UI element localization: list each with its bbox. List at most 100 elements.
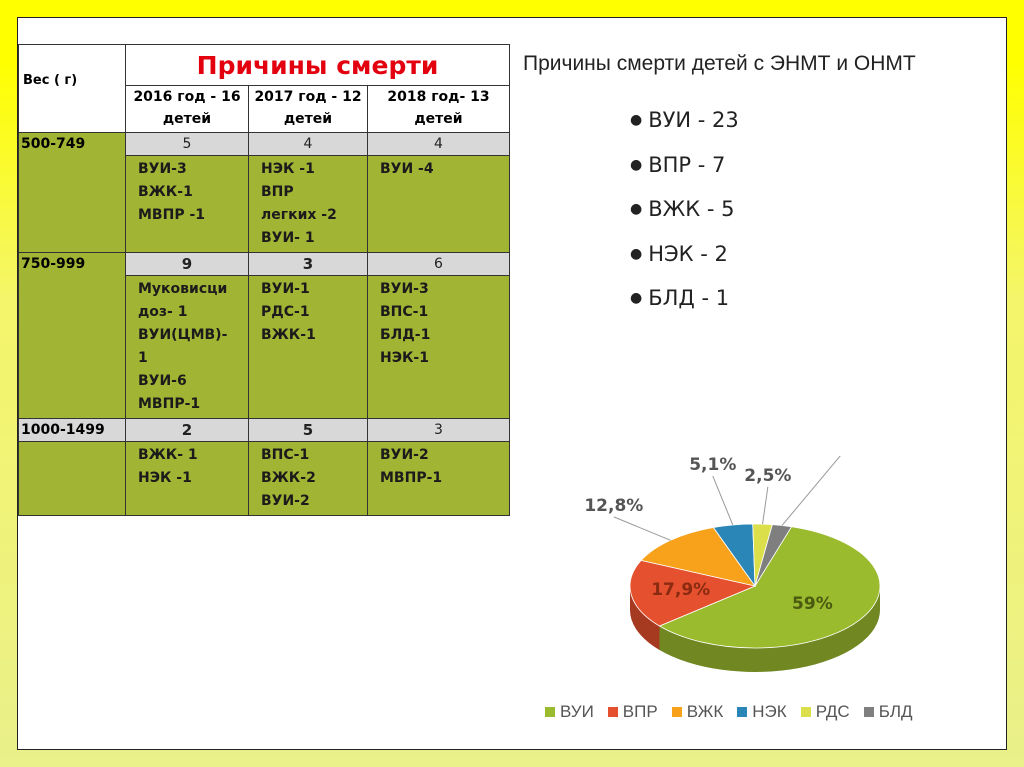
causes-cell: ВУИ -4 (367, 155, 510, 253)
list-item-text: ВЖК - 5 (648, 197, 735, 221)
cause-line: БЛД-1 (380, 327, 431, 343)
cause-line: Муковисци (138, 281, 228, 297)
cause-line: МВПР-1 (138, 396, 201, 412)
pie-chart: 59%17,9%12,8%5,1%2,5%2,5% ВУИВПРВЖКНЭКРД… (515, 456, 999, 744)
cause-line: ВУИ- 1 (261, 230, 315, 246)
legend-item: РДС (800, 702, 850, 722)
cause-line: ВПС-1 (261, 447, 310, 463)
causes-cell: ВЖК- 1 НЭК -1 (125, 441, 249, 516)
pie-slice-ВЖК (640, 527, 756, 587)
list-item-text: НЭК - 2 (648, 241, 728, 266)
data-label-ВЖК: 12,8% (584, 496, 643, 516)
count-cell: 5 (125, 132, 249, 156)
cause-line: МВПР -1 (138, 207, 206, 223)
cause-line: ВУИ(ЦМВ)- (138, 327, 228, 343)
cause-line: НЭК-1 (380, 350, 429, 366)
cause-line: ВЖК-1 (261, 327, 316, 343)
list-item: ● ВУИ - 23 (630, 98, 739, 143)
weight-header: Вес ( г) (18, 44, 126, 133)
cause-line: ВУИ-3 (380, 281, 429, 297)
legend-swatch (607, 707, 618, 717)
year-header-2017: 2017 год - 12 детей (248, 85, 368, 133)
data-label-ВУИ: 59% (792, 594, 833, 614)
slide: Вес ( г) Причины смерти 2016 год - 16 де… (17, 17, 1007, 750)
legend-label: БЛД (878, 702, 913, 721)
causes-cell: Муковисци доз- 1 ВУИ(ЦМВ)- 1 ВУИ-6 МВПР-… (125, 275, 249, 419)
cause-line: ВУИ-6 (138, 373, 187, 389)
list-item-text: ВПР - 7 (648, 152, 726, 177)
count-cell: 6 (367, 252, 510, 276)
bullet-icon: ● (630, 112, 643, 128)
causes-cell: ВУИ-3 ВЖК-1 МВПР -1 (125, 155, 249, 253)
legend-label: ВУИ (560, 702, 594, 721)
count-cell: 4 (367, 132, 510, 156)
legend-item: БЛД (863, 702, 913, 722)
cause-line: ВПС-1 (380, 304, 429, 320)
count-cell: 3 (367, 418, 510, 442)
legend-label: ВЖК (686, 702, 724, 721)
list-item: ● БЛД - 1 (630, 276, 739, 321)
causes-cell: ВУИ-3 ВПС-1 БЛД-1 НЭК-1 (367, 275, 510, 419)
cause-line: ВУИ -4 (380, 161, 434, 177)
list-item: ● ВЖК - 5 (630, 187, 739, 232)
legend-swatch (545, 707, 555, 717)
causes-table: Вес ( г) Причины смерти 2016 год - 16 де… (18, 44, 510, 516)
leader-line-БЛД (781, 456, 841, 526)
cause-line: легких -2 (261, 207, 337, 223)
count-cell: 5 (248, 418, 368, 442)
data-label-ВПР: 17,9% (651, 580, 710, 600)
causes-cell: ВУИ-2 МВПР-1 (367, 441, 510, 516)
bullet-icon: ● (630, 201, 643, 217)
cause-line: НЭК -1 (261, 161, 315, 177)
cause-line: НЭК -1 (138, 470, 192, 486)
legend-label: НЭК (752, 702, 787, 721)
legend-item: ВПР (607, 702, 658, 722)
causes-cell: НЭК -1 ВПР легких -2 ВУИ- 1 (248, 155, 368, 253)
cause-line: ВПР (261, 184, 294, 200)
count-cell: 2 (125, 418, 249, 442)
weight-group-label: 1000-1499 (18, 418, 126, 442)
count-cell: 3 (248, 252, 368, 276)
cause-line: МВПР-1 (380, 470, 443, 486)
list-item: ● НЭК - 2 (630, 232, 739, 277)
weight-group-label: 500-749 (18, 132, 126, 253)
cause-line: 1 (138, 350, 148, 366)
cause-line: ВУИ-3 (138, 161, 187, 177)
cause-line: ВУИ-2 (380, 447, 429, 463)
pie-slice-БЛД (754, 524, 793, 587)
year-header-2018: 2018 год- 13 детей (367, 85, 510, 133)
empty-weight-cell (18, 441, 126, 516)
legend-swatch (737, 707, 748, 717)
pie-chart-svg: 59%17,9%12,8%5,1%2,5%2,5% (584, 456, 881, 672)
leader-line-ВЖК (613, 516, 671, 541)
legend-item: НЭК (737, 702, 787, 722)
list-item-text: ВУИ - 23 (648, 108, 739, 132)
causes-cell: ВУИ-1 РДС-1 ВЖК-1 (248, 275, 368, 419)
summary-title: Причины смерти детей с ЭНМТ и ОНМТ (523, 52, 916, 75)
weight-group-label: 750-999 (18, 252, 126, 419)
legend-label: РДС (815, 702, 850, 721)
legend-swatch (671, 707, 682, 717)
bullet-icon: ● (630, 156, 643, 173)
pie-slice-ВУИ (658, 526, 881, 649)
leader-line-РДС (762, 486, 769, 525)
cause-line: ВЖК- 1 (138, 447, 198, 463)
data-label-НЭК: 5,1% (689, 456, 736, 475)
count-cell: 9 (125, 252, 249, 276)
cause-line: ВЖК-2 (261, 470, 316, 486)
count-cell: 4 (248, 132, 368, 156)
cause-line: ВУИ-2 (261, 493, 310, 509)
list-item: ● ВПР - 7 (630, 143, 739, 188)
cause-line: ВЖК-1 (138, 184, 193, 200)
leader-line-НЭК (712, 475, 734, 526)
cause-line: РДС-1 (261, 304, 310, 320)
causes-cell: ВПС-1 ВЖК-2 ВУИ-2 (248, 441, 368, 516)
pie-slice-ВПР (629, 559, 757, 627)
year-header-2016: 2016 год - 16 детей (125, 85, 249, 133)
legend-item: ВЖК (671, 702, 724, 722)
legend-label: ВПР (622, 702, 658, 721)
bullet-icon: ● (630, 290, 643, 306)
pie-side-ВПР (630, 586, 660, 650)
summary-list: ● ВУИ - 23 ● ВПР - 7 ● ВЖК - 5 ● НЭК - 2 ● БЛ… (630, 98, 739, 321)
cause-line: доз- 1 (138, 304, 188, 320)
